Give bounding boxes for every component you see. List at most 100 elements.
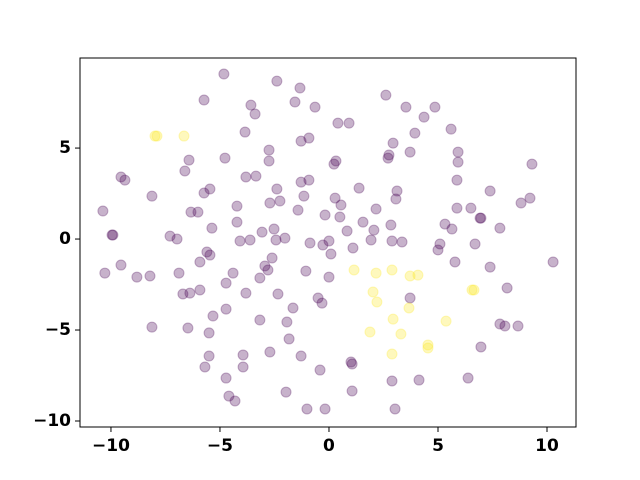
point <box>368 224 380 236</box>
point <box>237 361 249 373</box>
point <box>151 130 163 142</box>
point <box>295 135 307 147</box>
point <box>294 82 306 94</box>
point <box>386 348 398 360</box>
point <box>387 313 399 325</box>
point <box>484 261 496 273</box>
point <box>484 185 496 197</box>
point <box>494 318 506 330</box>
point <box>346 358 358 370</box>
y-tick-label: 5 <box>59 138 71 158</box>
point <box>385 219 397 231</box>
point <box>272 288 284 300</box>
point <box>395 328 407 340</box>
point <box>298 190 310 202</box>
point <box>382 152 394 164</box>
point <box>171 233 183 245</box>
point <box>262 264 274 276</box>
point <box>323 235 335 247</box>
point <box>177 288 189 300</box>
point <box>192 206 204 218</box>
point <box>474 212 486 224</box>
point <box>409 127 421 139</box>
point <box>279 232 291 244</box>
point <box>316 297 328 309</box>
point <box>194 284 206 296</box>
point <box>422 342 434 354</box>
point <box>347 242 359 254</box>
point <box>240 287 252 299</box>
point <box>266 252 278 264</box>
point <box>418 111 430 123</box>
point <box>250 170 262 182</box>
point <box>380 89 392 101</box>
point <box>179 165 191 177</box>
point <box>422 339 434 351</box>
point <box>254 272 266 284</box>
point <box>323 271 335 283</box>
point <box>231 200 243 212</box>
point <box>198 187 210 199</box>
point <box>204 183 216 195</box>
point <box>274 195 286 207</box>
point <box>412 269 424 281</box>
point <box>334 211 346 223</box>
point <box>370 267 382 279</box>
point <box>245 99 257 111</box>
point <box>183 154 195 166</box>
point <box>404 270 416 282</box>
point <box>348 264 360 276</box>
point <box>332 117 344 129</box>
point <box>292 204 304 216</box>
point <box>439 218 451 230</box>
point <box>182 322 194 334</box>
plot-frame <box>79 57 577 428</box>
x-tick-label: 5 <box>432 436 444 456</box>
point <box>364 326 376 338</box>
point <box>219 152 231 164</box>
point <box>449 256 461 268</box>
point <box>270 234 282 246</box>
point <box>445 123 457 135</box>
point <box>131 271 143 283</box>
point <box>240 171 252 183</box>
point <box>254 314 266 326</box>
point <box>494 222 506 234</box>
point <box>432 244 444 256</box>
point <box>446 223 458 235</box>
point <box>99 267 111 279</box>
point <box>173 267 185 279</box>
point <box>343 117 355 129</box>
point <box>199 361 211 373</box>
point <box>403 302 415 314</box>
point <box>295 176 307 188</box>
point <box>396 236 408 248</box>
point <box>370 203 382 215</box>
point <box>283 333 295 345</box>
point <box>185 206 197 218</box>
point <box>207 310 219 322</box>
point <box>194 256 206 268</box>
point <box>512 320 524 332</box>
point <box>239 126 251 138</box>
point <box>249 108 261 120</box>
point <box>341 225 353 237</box>
point <box>400 101 412 113</box>
point <box>115 259 127 271</box>
point <box>524 192 536 204</box>
point <box>263 155 275 167</box>
point <box>263 144 275 156</box>
point <box>295 350 307 362</box>
point <box>271 75 283 87</box>
point <box>97 205 109 217</box>
x-tick-label: −10 <box>92 436 130 456</box>
point <box>452 156 464 168</box>
point <box>220 303 232 315</box>
point <box>330 155 342 167</box>
point <box>218 68 230 80</box>
point <box>300 265 312 277</box>
point <box>227 267 239 279</box>
point <box>391 185 403 197</box>
y-tick-label: 0 <box>59 229 71 249</box>
